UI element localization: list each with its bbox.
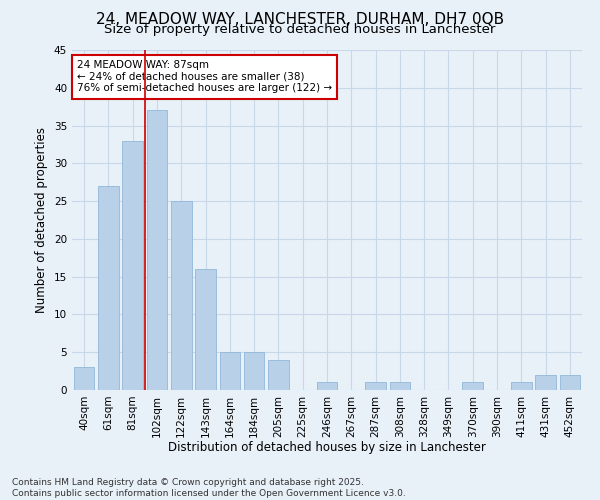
Bar	[365, 382, 386, 390]
Bar	[74, 368, 94, 390]
Bar	[389, 382, 410, 390]
Bar	[195, 269, 216, 390]
Bar	[463, 382, 483, 390]
X-axis label: Distribution of detached houses by size in Lanchester: Distribution of detached houses by size …	[168, 441, 486, 454]
Text: 24 MEADOW WAY: 87sqm
← 24% of detached houses are smaller (38)
76% of semi-detac: 24 MEADOW WAY: 87sqm ← 24% of detached h…	[77, 60, 332, 94]
Bar	[220, 352, 240, 390]
Bar	[98, 186, 119, 390]
Text: Size of property relative to detached houses in Lanchester: Size of property relative to detached ho…	[104, 22, 496, 36]
Bar	[244, 352, 265, 390]
Bar	[560, 375, 580, 390]
Bar	[171, 201, 191, 390]
Bar	[268, 360, 289, 390]
Y-axis label: Number of detached properties: Number of detached properties	[35, 127, 49, 313]
Text: Contains HM Land Registry data © Crown copyright and database right 2025.
Contai: Contains HM Land Registry data © Crown c…	[12, 478, 406, 498]
Text: 24, MEADOW WAY, LANCHESTER, DURHAM, DH7 0QB: 24, MEADOW WAY, LANCHESTER, DURHAM, DH7 …	[96, 12, 504, 28]
Bar	[535, 375, 556, 390]
Bar	[511, 382, 532, 390]
Bar	[122, 140, 143, 390]
Bar	[317, 382, 337, 390]
Bar	[146, 110, 167, 390]
